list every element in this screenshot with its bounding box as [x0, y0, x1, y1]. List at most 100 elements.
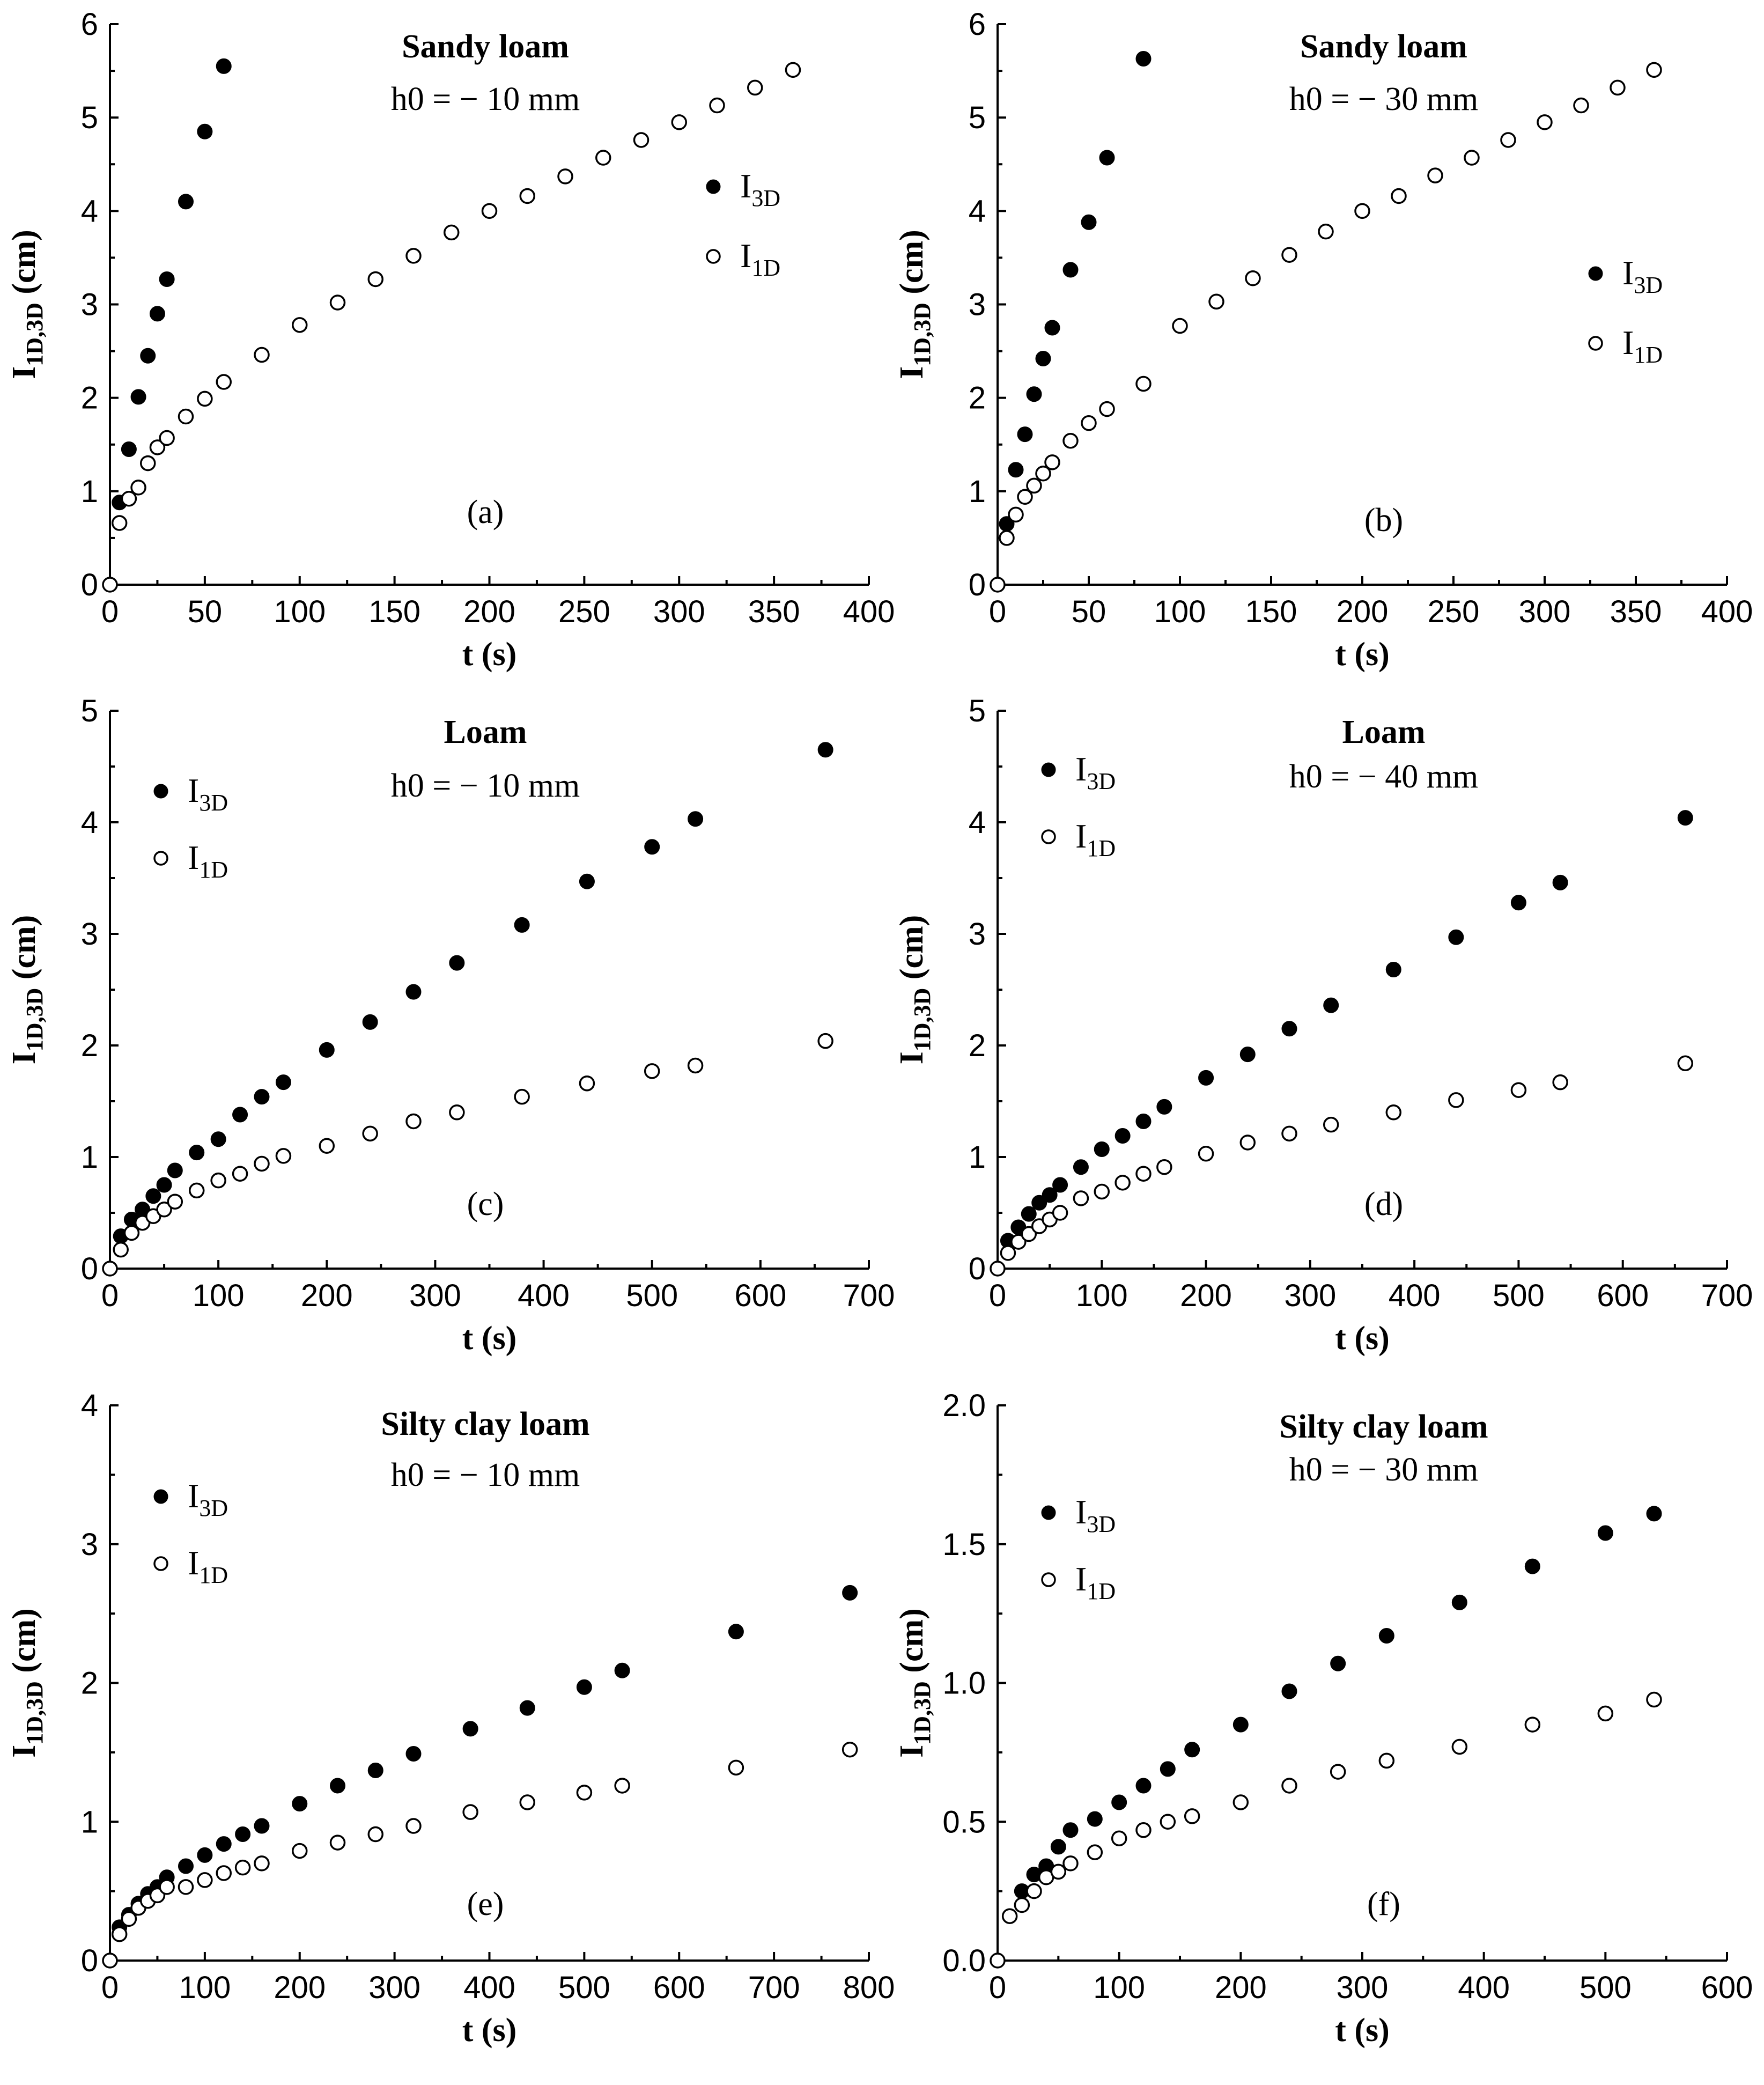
chart-subtitle: h0 = − 10 mm	[391, 1457, 580, 1493]
y-tick-label: 0	[81, 1251, 98, 1286]
data-point-I1D	[275, 1148, 292, 1164]
series-I1D	[990, 1691, 1662, 1969]
data-point-I1D	[1014, 1897, 1030, 1913]
x-tick-label: 400	[463, 1970, 515, 2005]
legend-marker	[1041, 1572, 1056, 1587]
data-point-I1D	[1323, 1116, 1339, 1133]
data-point-I3D	[1281, 1683, 1297, 1699]
data-point-I1D	[1160, 1814, 1176, 1830]
y-axis-title: I1D,3D (cm)	[894, 915, 935, 1065]
x-tick-label: 0	[989, 1278, 1006, 1313]
x-tick-label: 250	[558, 594, 610, 629]
x-tick-label: 300	[368, 1970, 420, 2005]
y-axis-title-sub: 1D,3D	[909, 1681, 935, 1745]
data-point-I1D	[557, 168, 573, 185]
data-point-I1D	[576, 1785, 593, 1801]
x-tick-label: 300	[1519, 594, 1571, 629]
data-point-I1D	[633, 132, 649, 148]
x-tick-label: 800	[843, 1970, 895, 2005]
y-tick-label: 0.5	[942, 1804, 986, 1839]
data-point-I1D	[1062, 433, 1079, 449]
x-tick-label: 0	[101, 1278, 119, 1313]
legend-label: I1D	[740, 237, 780, 281]
data-point-I3D	[1008, 462, 1024, 478]
data-point-I3D	[1017, 426, 1033, 443]
y-tick-label: 0	[969, 568, 986, 602]
data-point-I3D	[462, 1721, 478, 1737]
data-point-I3D	[1115, 1128, 1131, 1144]
legend-marker	[706, 249, 721, 264]
data-point-I1D	[1464, 150, 1480, 166]
x-tick-label: 700	[843, 1278, 895, 1313]
legend-label-main: I	[188, 1477, 199, 1515]
legend-label-main: I	[1622, 323, 1634, 362]
data-point-I1D	[1677, 1055, 1694, 1072]
data-point-I1D	[292, 317, 308, 333]
data-point-I1D	[595, 150, 611, 166]
legend-marker	[153, 1556, 168, 1571]
y-axis-title-sub: 1D,3D	[21, 303, 48, 366]
data-point-I1D	[1552, 1074, 1568, 1091]
data-point-I3D	[1597, 1525, 1613, 1541]
legend-label-main: I	[188, 1544, 199, 1582]
legend-marker	[706, 179, 721, 194]
series-I1D	[102, 1741, 858, 1969]
data-point-I3D	[1232, 1716, 1249, 1733]
panel-label: (c)	[467, 1186, 504, 1222]
x-axis-title: t (s)	[1335, 2012, 1390, 2049]
chart-title: Silty clay loam	[381, 1406, 589, 1442]
data-point-I1D	[1052, 1205, 1068, 1221]
data-point-I1D	[367, 1826, 383, 1843]
legend-item-I3D: I3D	[706, 167, 780, 211]
legend-item-I3D: I3D	[1588, 254, 1663, 298]
data-point-I1D	[1451, 1738, 1468, 1755]
data-point-I1D	[1524, 1716, 1541, 1733]
x-axis-title: t (s)	[462, 636, 517, 673]
data-point-I3D	[688, 811, 704, 827]
x-tick-label: 200	[463, 594, 515, 629]
x-tick-label: 300	[1284, 1278, 1336, 1313]
y-tick-label: 5	[81, 100, 98, 135]
data-point-I1D	[319, 1138, 335, 1154]
y-tick-label: 2	[81, 1666, 98, 1701]
chart-subtitle: h0 = − 30 mm	[1289, 81, 1478, 117]
x-tick-label: 200	[1180, 1278, 1232, 1313]
data-point-I3D	[189, 1145, 205, 1161]
data-point-I1D	[1537, 114, 1553, 130]
data-point-I1D	[1510, 1082, 1527, 1098]
x-tick-label: 600	[734, 1278, 786, 1313]
data-point-I1D	[1081, 415, 1097, 431]
y-tick-label: 3	[969, 917, 986, 952]
data-point-I1D	[1184, 1808, 1200, 1824]
data-point-I1D	[519, 1794, 535, 1810]
x-tick-label: 50	[188, 594, 223, 629]
x-tick-label: 150	[368, 594, 420, 629]
data-point-I1D	[113, 1241, 129, 1258]
data-point-I1D	[254, 1855, 270, 1872]
data-point-I1D	[1073, 1190, 1089, 1206]
legend-item-I1D: I1D	[1041, 817, 1116, 861]
y-axis-title: I1D,3D (cm)	[894, 1608, 935, 1758]
legend-label-sub: 1D	[1087, 1578, 1116, 1604]
chart-subtitle: h0 = − 10 mm	[391, 768, 580, 804]
series-I1D	[990, 1055, 1694, 1277]
y-tick-label: 1	[81, 474, 98, 509]
legend-label-sub: 3D	[199, 790, 228, 816]
y-tick-label: 3	[81, 1527, 98, 1562]
x-tick-label: 600	[653, 1970, 705, 2005]
data-point-I3D	[817, 742, 833, 758]
legend-label-sub: 3D	[199, 1495, 228, 1521]
series-I3D	[112, 1585, 858, 1935]
data-point-I1D	[102, 1953, 118, 1969]
data-point-I1D	[254, 1155, 270, 1172]
data-point-I1D	[405, 248, 422, 264]
data-point-I1D	[671, 114, 687, 130]
data-point-I3D	[1448, 929, 1464, 945]
legend-label: I1D	[188, 838, 228, 883]
data-point-I3D	[216, 1836, 232, 1852]
y-tick-label: 1	[81, 1804, 98, 1839]
x-tick-label: 0	[989, 594, 1006, 629]
data-point-I1D	[462, 1804, 478, 1820]
data-point-I3D	[1087, 1811, 1103, 1827]
y-axis-title: I1D,3D (cm)	[6, 915, 48, 1065]
